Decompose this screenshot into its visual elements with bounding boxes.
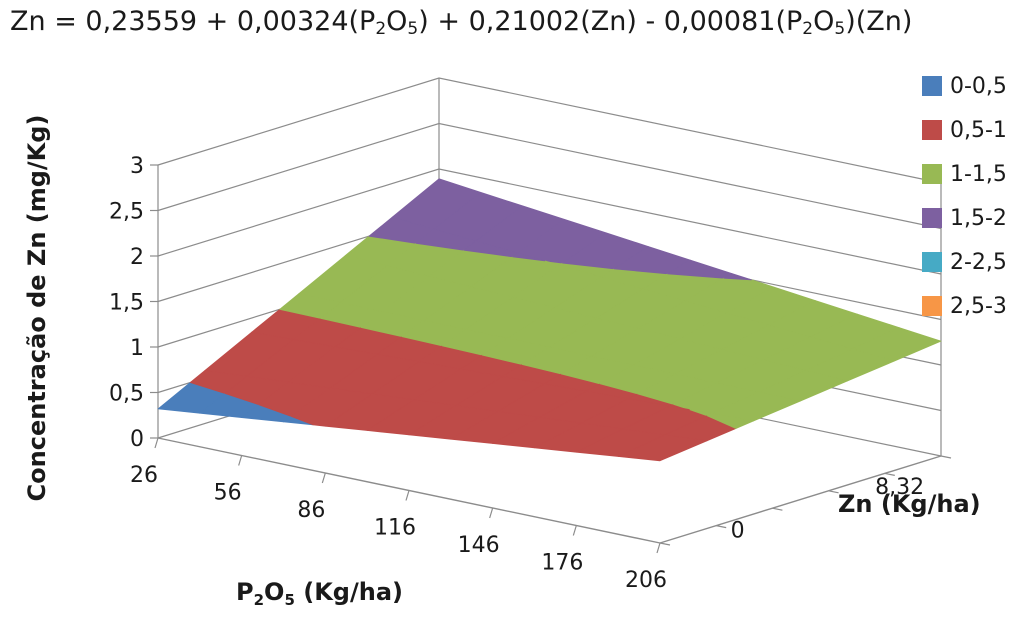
legend-label: 0-0,5 bbox=[950, 73, 1007, 99]
y-tick-label: 0 bbox=[130, 427, 144, 452]
z-tick-mark bbox=[828, 490, 839, 494]
y-tick-label: 1 bbox=[130, 336, 144, 361]
axis-line bbox=[659, 455, 942, 544]
x-tick-mark bbox=[405, 490, 410, 501]
surface-band-patch bbox=[617, 434, 708, 462]
x-tick-label: 56 bbox=[214, 481, 242, 506]
legend-swatch bbox=[922, 164, 942, 184]
x-tick-label: 146 bbox=[458, 533, 500, 558]
surface-band-patch bbox=[706, 413, 755, 429]
x-tick-label: 86 bbox=[297, 498, 325, 523]
z-tick-mark bbox=[940, 455, 952, 459]
x-tick-mark bbox=[489, 507, 494, 519]
legend-item: 0-0,5 bbox=[922, 64, 1007, 108]
axes bbox=[150, 164, 952, 554]
tick-labels: 0 0,5 1 1,5 2 2,5 3 26 56 86 116 146 176 206 0 8,32 bbox=[109, 154, 924, 593]
x-tick-label: 116 bbox=[374, 516, 416, 541]
legend-label: 1,5-2 bbox=[950, 205, 1007, 231]
z-tick-mark bbox=[884, 472, 895, 476]
y-tick-label: 0,5 bbox=[109, 382, 144, 407]
x-tick-mark bbox=[238, 455, 243, 466]
legend-label: 0,5-1 bbox=[950, 117, 1007, 143]
legend-item: 2-2,5 bbox=[922, 240, 1007, 284]
x-tick-mark bbox=[321, 472, 326, 484]
y-tick-label: 2,5 bbox=[109, 200, 144, 225]
legend-label: 1-1,5 bbox=[950, 161, 1007, 187]
legend-swatch bbox=[922, 208, 942, 228]
surface-band-patch bbox=[290, 387, 373, 427]
z-tick-mark bbox=[772, 507, 783, 511]
x-axis-label: P2O5 (Kg/ha) bbox=[236, 578, 403, 609]
legend-item: 0,5-1 bbox=[922, 108, 1007, 152]
legend-item: 1-1,5 bbox=[922, 152, 1007, 196]
surface bbox=[157, 178, 942, 462]
legend-swatch bbox=[922, 296, 942, 316]
legend-swatch bbox=[922, 120, 942, 140]
chart-title: Zn = 0,23559 + 0,00324(P2O5) + 0,21002(Z… bbox=[10, 6, 913, 39]
z-axis-label: Zn (Kg/ha) bbox=[838, 490, 981, 518]
y-tick-label: 3 bbox=[130, 154, 144, 179]
y-tick-label: 1,5 bbox=[109, 291, 144, 316]
x-tick-mark bbox=[154, 437, 159, 449]
y-axis-label: Concentração de Zn (mg/Kg) bbox=[23, 114, 51, 502]
legend-item: 2,5-3 bbox=[922, 284, 1007, 328]
z-tick-label: 8,32 bbox=[875, 475, 924, 500]
z-tick-mark bbox=[659, 542, 671, 546]
legend: 0-0,5 0,5-1 1-1,5 1,5-2 2-2,5 2,5-3 bbox=[922, 64, 1007, 328]
z-tick-mark bbox=[716, 525, 727, 529]
legend-label: 2,5-3 bbox=[950, 293, 1007, 319]
legend-item: 1,5-2 bbox=[922, 196, 1007, 240]
z-tick-label: 0 bbox=[731, 518, 745, 543]
legend-swatch bbox=[922, 252, 942, 272]
gridline bbox=[157, 77, 942, 184]
gridline bbox=[157, 122, 942, 230]
legend-swatch bbox=[922, 76, 942, 96]
x-tick-label: 206 bbox=[625, 568, 667, 593]
x-tick-mark bbox=[572, 525, 577, 536]
y-tick-label: 2 bbox=[130, 245, 144, 270]
x-tick-label: 26 bbox=[130, 463, 158, 488]
legend-label: 2-2,5 bbox=[950, 249, 1007, 275]
surface-band-patch bbox=[512, 252, 546, 262]
x-tick-mark bbox=[656, 542, 661, 554]
surface-band-patch bbox=[723, 273, 752, 281]
x-tick-label: 176 bbox=[541, 551, 583, 576]
